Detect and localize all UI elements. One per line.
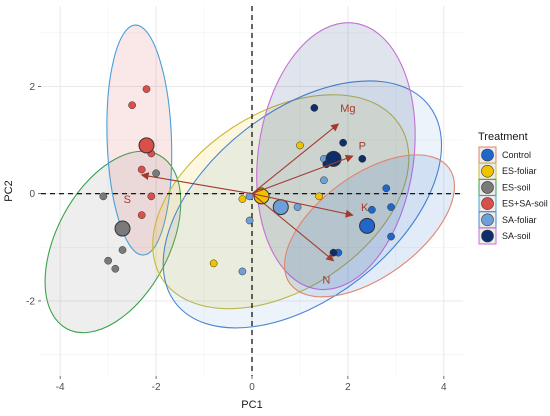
data-point [387,232,395,241]
legend-key-symbol [481,213,494,227]
loading-arrow-p [251,154,354,195]
axis-ticks: -4 -2 0 2 4 -2 0 2 [26,82,447,393]
loading-label-k: K [361,202,369,214]
loading-arrow-n [251,193,335,262]
data-point [296,141,304,150]
data-point [320,176,328,185]
loading-label-mg: Mg [340,103,355,115]
y-axis-title: PC2 [3,180,15,201]
data-point [104,256,112,265]
loading-arrow-k [251,193,354,218]
legend: Treatment Control ES-foliar ES-soil ES+SA-s… [478,131,548,245]
x-tick-label: -4 [56,382,65,393]
loading-arrow-mg [251,123,340,195]
legend-key-symbol [481,229,494,243]
data-point [137,165,146,174]
data-point [339,138,347,147]
legend-label: SA-soil [502,231,531,241]
data-point [310,104,319,112]
data-point [387,203,395,211]
data-point [128,101,136,110]
loading-label-n: N [322,274,330,286]
data-point [238,195,247,203]
x-axis-title: PC1 [241,399,262,411]
centroid-point [138,137,155,154]
data-point [245,216,254,225]
loading-arrow-s [140,172,253,195]
loading-label-p: P [359,140,366,152]
data-point [382,184,391,193]
legend-label: ES-foliar [502,166,537,176]
centroid-point [359,217,376,234]
y-tick-label: 2 [29,82,35,93]
x-tick-label: 2 [345,382,351,393]
legend-title: Treatment [478,131,528,143]
data-point [358,154,367,163]
x-tick-label: -2 [152,382,161,393]
data-point [329,248,338,257]
legend-key-symbol [481,148,494,162]
data-point [368,205,376,214]
ellipse-es-sa-soil [106,24,173,256]
score-points [99,85,395,276]
data-point [118,246,127,254]
legend-key-symbol [481,181,494,194]
legend-label: ES+SA-soil [502,199,548,209]
data-point [152,169,160,178]
data-point [142,85,151,93]
data-point [209,259,218,268]
legend-label: Control [502,150,531,160]
legend-key-symbol [481,197,494,210]
centroid-point [114,220,131,237]
centroid-point [325,150,342,167]
data-point [99,192,108,201]
y-tick-label: 0 [29,189,35,200]
x-tick-label: 4 [441,382,447,393]
data-point [238,267,247,276]
data-point [111,264,120,273]
legend-label: ES-soil [502,182,531,192]
legend-label: SA-foliar [502,215,537,225]
data-point [315,192,323,201]
loading-label-s: S [124,194,131,206]
ellipse-es-soil [44,150,182,334]
legend-key-symbol [481,164,494,178]
centroid-point [253,188,270,205]
y-tick-label: -2 [26,296,35,307]
data-point [137,211,146,219]
data-point [147,192,156,201]
loading-arrows: Mg P K N S [124,103,369,287]
data-point [293,203,302,211]
x-tick-label: 0 [249,382,255,393]
confidence-ellipses [44,22,456,334]
